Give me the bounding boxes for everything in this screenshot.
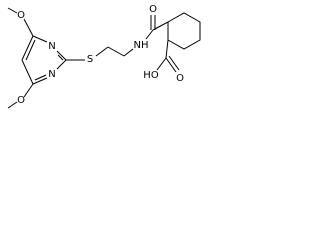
atom-label: S xyxy=(87,54,93,65)
atom-label: NH xyxy=(134,40,149,51)
molecule-diagram: O N N O S NH O HO O xyxy=(7,4,201,109)
atom-label: O xyxy=(149,4,157,15)
bonds xyxy=(7,7,201,109)
atom-label: O xyxy=(17,95,25,106)
atom-label: HO xyxy=(143,70,159,81)
atom-label: N xyxy=(48,41,55,52)
atom-label: N xyxy=(48,69,55,80)
atom-label: O xyxy=(17,10,25,21)
atom-label: O xyxy=(176,73,184,84)
